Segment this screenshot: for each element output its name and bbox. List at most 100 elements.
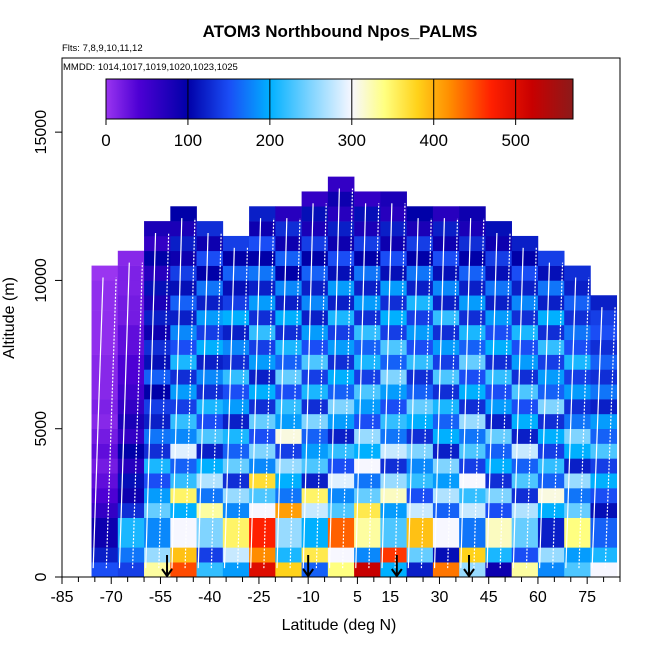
heatmap-cell <box>432 265 460 281</box>
heatmap-cell <box>222 235 250 252</box>
heatmap-cell <box>459 428 486 444</box>
heatmap-cell <box>196 339 224 355</box>
heatmap-cell <box>459 413 486 430</box>
heatmap-cell <box>537 280 565 296</box>
x-tick-label: 30 <box>431 589 449 606</box>
heatmap-cell <box>91 458 119 474</box>
flight-track <box>276 218 288 569</box>
heatmap-cell <box>275 324 302 341</box>
heatmap-cell <box>485 473 512 489</box>
heatmap-cell <box>170 399 197 415</box>
heatmap-cell <box>432 280 460 296</box>
flight-track <box>604 307 616 569</box>
heatmap-cell <box>196 443 224 459</box>
heatmap-cell <box>511 399 539 415</box>
colorbar-tick-label: 300 <box>338 131 366 150</box>
heatmap-cell <box>275 517 302 548</box>
heatmap-cell <box>144 221 171 237</box>
heatmap-cell <box>406 369 434 385</box>
heatmap-cell <box>590 547 618 563</box>
heatmap-cell <box>249 547 276 563</box>
heatmap-cell <box>301 221 329 237</box>
heatmap-cell <box>301 384 329 400</box>
heatmap-cell <box>564 280 591 296</box>
heatmap-cell <box>222 547 250 563</box>
heatmap-cell <box>590 384 618 400</box>
heatmap-cell <box>406 250 434 266</box>
heatmap-cell <box>537 369 565 385</box>
heatmap-cell <box>249 310 276 326</box>
heatmap-cell <box>275 295 302 311</box>
heatmap-cell <box>249 265 276 281</box>
heatmap-cell <box>406 280 434 296</box>
y-tick-label: 0 <box>33 572 50 581</box>
flight-track <box>433 218 445 569</box>
x-axis: -85 -70 -55 -40 -25 -10 5 15 30 45 60 75 <box>50 577 621 606</box>
heatmap-cell <box>432 206 460 222</box>
heatmap-cell <box>406 339 434 355</box>
heatmap-cell <box>511 354 539 370</box>
flight-track <box>525 247 537 569</box>
flight-track <box>512 247 524 569</box>
heatmap-cell <box>432 354 460 370</box>
heatmap-cell <box>144 502 171 518</box>
x-tick-label: -10 <box>297 589 320 606</box>
heatmap-cell <box>590 295 618 311</box>
heatmap-cell <box>327 250 355 266</box>
heatmap-cell <box>275 443 302 459</box>
heatmap-cell <box>511 310 539 326</box>
heatmap-cell <box>485 265 512 281</box>
heatmap-cell <box>170 265 197 281</box>
heatmap-cell <box>275 384 302 400</box>
heatmap-cell <box>249 458 276 474</box>
flight-track <box>342 188 354 569</box>
heatmap-cell <box>249 280 276 296</box>
heatmap-cell <box>406 235 434 252</box>
heatmap-cell <box>170 280 197 296</box>
heatmap-cell <box>249 488 276 504</box>
flight-track <box>145 232 157 569</box>
heatmap-cell <box>170 324 197 341</box>
heatmap-cell <box>354 428 381 444</box>
heatmap-cell <box>91 339 119 355</box>
heatmap-cell <box>275 547 302 563</box>
heatmap-cell <box>432 235 460 252</box>
heatmap-cell <box>275 473 302 489</box>
x-tick-label: -55 <box>149 589 172 606</box>
heatmap-cell <box>196 458 224 474</box>
heatmap-cell <box>222 280 250 296</box>
heatmap-cell <box>354 562 381 577</box>
heatmap-cell <box>537 413 565 430</box>
heatmap-cell <box>196 488 224 504</box>
heatmap-cell <box>406 473 434 489</box>
heatmap-cell <box>459 354 486 370</box>
chart-title: ATOM3 Northbound Npos_PALMS <box>203 22 478 41</box>
flight-track <box>368 203 380 569</box>
heatmap-cell <box>432 473 460 489</box>
heatmap-cell <box>432 443 460 459</box>
flight-track <box>486 232 498 569</box>
heatmap-cell <box>117 517 145 548</box>
colorbar-tick-label: 200 <box>256 131 284 150</box>
heatmap-cell <box>144 547 171 563</box>
heatmap-cell <box>354 384 381 400</box>
heatmap-cell <box>301 250 329 266</box>
heatmap-cell <box>222 488 250 504</box>
heatmap-cell <box>380 191 407 207</box>
heatmap-cell <box>327 354 355 370</box>
heatmap-cell <box>222 354 250 370</box>
heatmap-cell <box>117 295 145 311</box>
heatmap-cell <box>537 562 565 577</box>
heatmap-cell <box>91 502 119 518</box>
heatmap-cell <box>380 547 407 563</box>
heatmap-cell <box>301 562 329 577</box>
heatmap-cell <box>380 443 407 459</box>
heatmap-cell <box>485 384 512 400</box>
heatmap-cell <box>485 310 512 326</box>
heatmap-cell <box>354 517 381 548</box>
heatmap-cell <box>144 517 171 548</box>
heatmap-cell <box>432 458 460 474</box>
heatmap-cell <box>406 547 434 563</box>
flight-track <box>184 218 196 569</box>
heatmap-cell <box>170 473 197 489</box>
